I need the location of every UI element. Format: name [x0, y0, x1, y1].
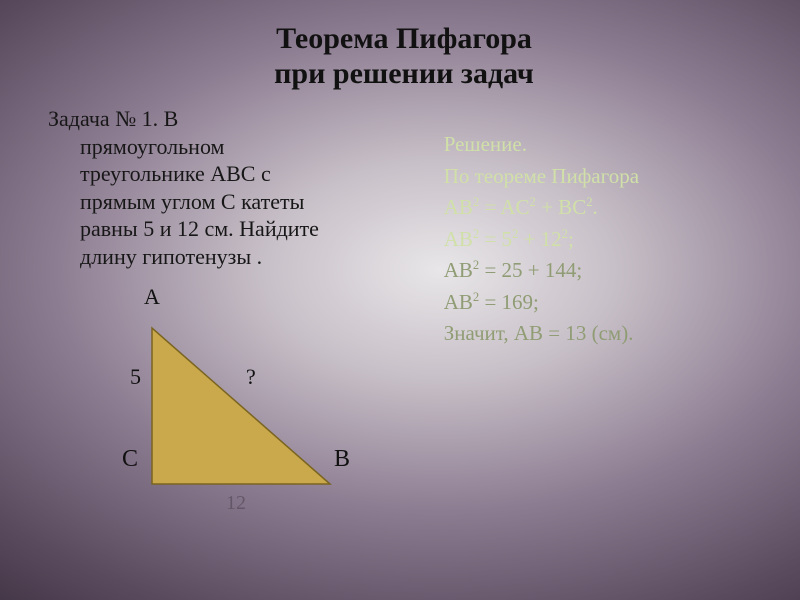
solution-heading: Решение.	[444, 129, 760, 161]
problem-body-4: равны 5 и 12 см. Найдите	[48, 215, 414, 243]
side-label-ac: 5	[130, 364, 141, 390]
vertex-label-a: A	[144, 284, 414, 310]
problem-body-3: прямым углом С катеты	[48, 188, 414, 216]
eq2-end: .	[593, 195, 598, 219]
vertex-label-c: C	[122, 446, 138, 473]
eq4-val: = 25 + 144;	[479, 258, 582, 282]
eq5-val: = 169;	[479, 290, 539, 314]
slide: Теорема Пифагора при решении задач Задач…	[0, 0, 800, 600]
eq3-mid: = 5	[479, 227, 512, 251]
problem-body-2: треугольнике ABC с	[48, 160, 414, 188]
solution-line-5: AB2 = 169;	[444, 287, 760, 319]
slide-title: Теорема Пифагора при решении задач	[134, 22, 674, 91]
title-line-1: Теорема Пифагора	[134, 22, 674, 57]
side-label-cb: 12	[226, 492, 246, 515]
hypotenuse-label: ?	[246, 364, 256, 390]
solution-line-4: AB2 = 25 + 144;	[444, 255, 760, 287]
eq4-ab: AB	[444, 258, 473, 282]
title-line-2: при решении задач	[134, 57, 674, 92]
solution-line-2: AB2 = AC2 + BC2.	[444, 192, 760, 224]
left-column: Задача № 1. В прямоугольном треугольнике…	[48, 105, 414, 516]
triangle-icon	[146, 324, 336, 494]
vertex-label-b: B	[334, 446, 350, 473]
solution-line-3: AB2 = 52 + 122;	[444, 224, 760, 256]
content-columns: Задача № 1. В прямоугольном треугольнике…	[48, 105, 760, 516]
eq3-end: ;	[568, 227, 574, 251]
right-column: Решение. По теореме Пифагора AB2 = AC2 +…	[444, 105, 760, 516]
problem-body-1: прямоугольном	[48, 133, 414, 161]
eq2-mid: = AC	[479, 195, 529, 219]
eq3-ab: AB	[444, 227, 473, 251]
problem-body-5: длину гипотенузы .	[48, 243, 414, 271]
triangle-diagram: 5 ? C B 12	[106, 316, 386, 516]
triangle-shape	[152, 328, 330, 484]
solution-line-6: Значит, AB = 13 (см).	[444, 318, 760, 350]
problem-text: Задача № 1. В прямоугольном треугольнике…	[48, 105, 414, 270]
eq3-plus: + 12	[518, 227, 561, 251]
eq5-ab: AB	[444, 290, 473, 314]
solution-line-1: По теореме Пифагора	[444, 161, 760, 193]
eq2-post: + BC	[536, 195, 586, 219]
eq2-ab: AB	[444, 195, 473, 219]
problem-lead: Задача № 1. В	[48, 105, 414, 133]
